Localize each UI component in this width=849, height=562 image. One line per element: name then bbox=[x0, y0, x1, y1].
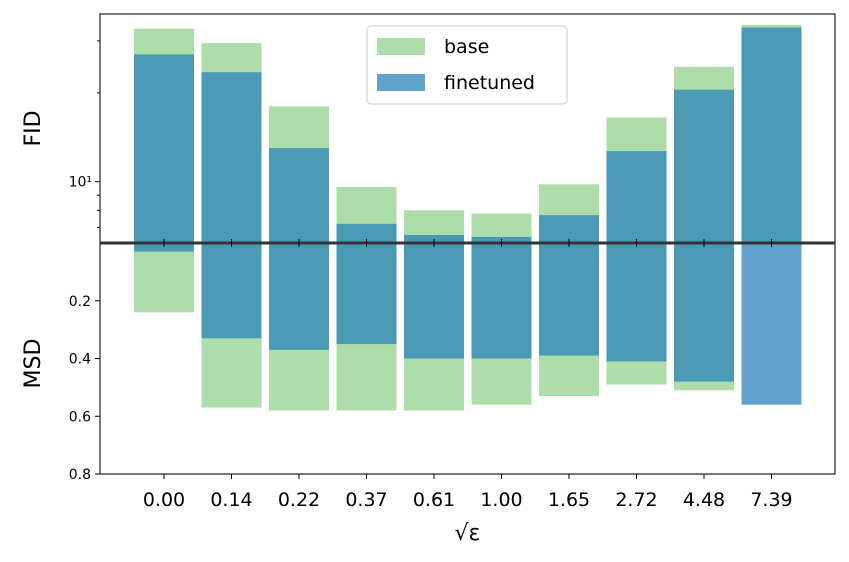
msd-finetuned-bar-0.61 bbox=[404, 243, 464, 359]
x-tick-label: 7.39 bbox=[750, 489, 792, 511]
fid-axis-title: FID bbox=[21, 110, 46, 146]
msd-axis-title: MSD bbox=[21, 339, 46, 389]
fid-finetuned-bar-0.61 bbox=[404, 234, 464, 243]
msd-finetuned-bar-0.14 bbox=[201, 243, 262, 339]
msd-finetuned-bar-7.39 bbox=[741, 243, 802, 405]
fid-finetuned-bar-0.22 bbox=[269, 148, 329, 243]
legend: base finetuned bbox=[366, 25, 568, 105]
legend-swatch-base bbox=[377, 38, 425, 55]
fid-finetuned-bar-0.37 bbox=[336, 223, 397, 243]
msd-finetuned-bar-0.22 bbox=[269, 243, 329, 350]
msd-tick-label: 0.4 bbox=[69, 352, 91, 368]
fid-finetuned-bar-4.48 bbox=[674, 89, 734, 244]
x-tick-label: 0.00 bbox=[143, 489, 185, 511]
legend-label-base: base bbox=[444, 36, 489, 58]
fid-panel: 10¹ bbox=[69, 24, 802, 244]
fid-finetuned-bar-0.14 bbox=[201, 72, 262, 243]
msd-tick-label: 0.2 bbox=[69, 294, 91, 310]
fid-finetuned-bar-2.72 bbox=[606, 151, 667, 243]
x-axis-title: √ε bbox=[455, 521, 481, 546]
msd-tick-label: 0.8 bbox=[69, 467, 91, 483]
msd-finetuned-bar-4.48 bbox=[674, 243, 734, 382]
msd-finetuned-bar-1.00 bbox=[471, 243, 532, 359]
x-tick-label: 0.61 bbox=[413, 489, 455, 511]
x-tick-label: 2.72 bbox=[615, 489, 657, 511]
fid-finetuned-bar-0.00 bbox=[134, 54, 194, 244]
x-tick-label: 0.22 bbox=[278, 489, 320, 511]
fid-tick-label: 10¹ bbox=[69, 175, 92, 191]
legend-label-finetuned: finetuned bbox=[444, 72, 535, 94]
x-tick-label: 1.65 bbox=[548, 489, 590, 511]
x-tick-label: 0.14 bbox=[210, 489, 252, 511]
msd-finetuned-bar-0.00 bbox=[134, 243, 194, 252]
msd-tick-label: 0.6 bbox=[69, 409, 91, 425]
msd-base-bar-0.00 bbox=[134, 243, 194, 313]
legend-swatch-finetuned bbox=[377, 74, 425, 91]
msd-finetuned-bar-0.37 bbox=[336, 243, 397, 345]
x-axis: 0.00 0.14 0.22 0.37 0.61 1.00 1.65 2.72 4.48 7.39 bbox=[99, 13, 836, 511]
msd-finetuned-bar-2.72 bbox=[606, 243, 667, 362]
x-tick-label: 4.48 bbox=[683, 489, 725, 511]
msd-panel: 0.2 0.4 0.6 0.8 bbox=[69, 243, 802, 483]
fid-finetuned-bar-7.39 bbox=[741, 27, 802, 243]
fid-finetuned-bar-1.65 bbox=[539, 215, 599, 243]
x-tick-label: 1.00 bbox=[480, 489, 522, 511]
x-tick-label: 0.37 bbox=[345, 489, 387, 511]
msd-finetuned-bar-1.65 bbox=[539, 243, 599, 356]
